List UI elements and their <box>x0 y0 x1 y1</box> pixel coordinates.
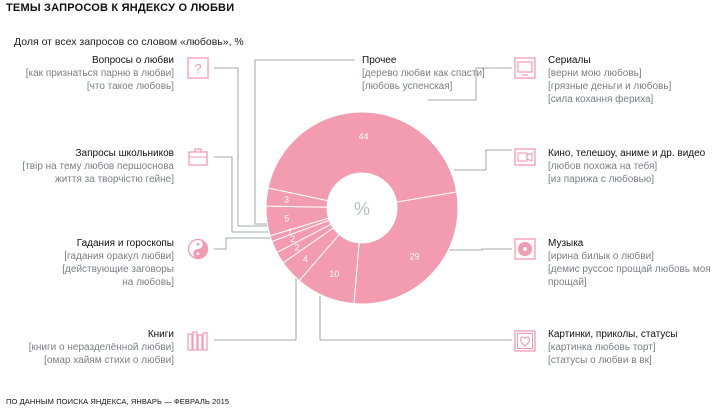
slice-value-label: 3 <box>284 194 289 204</box>
vinyl-icon <box>514 238 536 260</box>
category-books: Книги [книги о неразделённой любви] [ома… <box>29 328 174 367</box>
category-fortune: Гадания и гороскопы [гадания оракул любв… <box>62 237 174 289</box>
query-text: [ирина билык о любви] <box>548 251 654 262</box>
query-text: [действующие заговоры <box>62 264 174 275</box>
slice-value-label: 2 <box>290 234 295 244</box>
query-text: [дерево любви как спасти] <box>362 68 485 79</box>
query-text: [омар хайям стихи о любви] <box>44 355 174 366</box>
query-text: [верни мою любовь] <box>548 68 642 79</box>
tv-icon <box>514 57 536 79</box>
category-name: Картинки, приколы, статусы <box>548 329 678 340</box>
connector-line <box>214 156 300 233</box>
category-music: Музыка [ирина билык о любви] [демис русс… <box>548 237 711 289</box>
query-text: [из парижа с любовью] <box>548 174 655 185</box>
category-school: Запросы школьников [твір на тему любов п… <box>22 147 174 186</box>
connector-line <box>454 149 512 171</box>
category-name: Вопросы о любви <box>91 55 174 66</box>
slice-value-label: 44 <box>358 132 368 142</box>
query-text: прощай] <box>548 277 587 288</box>
category-name: Кино, телешоу, аниме и др. видео <box>548 148 706 159</box>
query-text: [твір на тему любов першоснова <box>22 161 174 172</box>
connector-line <box>444 248 512 251</box>
category-name: Книги <box>147 329 174 340</box>
query-text: [как признаться парню в любви] <box>25 68 174 79</box>
briefcase-icon <box>188 148 208 166</box>
slice-value-label: 10 <box>329 269 339 279</box>
query-text: [грязные деньги и любовь] <box>548 81 672 92</box>
connector-line <box>428 67 512 101</box>
chart-subtitle: Доля от всех запросов со словом «любовь»… <box>14 36 244 48</box>
query-text: життя за творчістю гейне] <box>55 174 174 185</box>
category-name: Сериалы <box>548 55 591 66</box>
footer-source: ПО ДАННЫМ ПОИСКА ЯНДЕКСА, ЯНВАРЬ — ФЕВРА… <box>6 397 230 406</box>
query-text: [гадания оракул любви] <box>64 251 174 262</box>
chart-title: ТЕМЫ ЗАПРОСОВ К ЯНДЕКСУ О ЛЮБВИ <box>6 2 235 14</box>
query-text: [картинка любовь торт] <box>548 342 656 353</box>
slice-value-label: 5 <box>284 213 289 223</box>
query-text: на любовь] <box>122 277 174 288</box>
query-text: [книги о неразделённой любви] <box>28 342 174 353</box>
connector-line <box>319 296 512 341</box>
connector-line <box>214 237 302 250</box>
category-name: Прочее <box>362 55 397 66</box>
heart-picture-icon <box>514 330 536 352</box>
donut-hole <box>327 173 397 243</box>
svg-text:?: ? <box>194 61 201 76</box>
yin-yang-icon <box>187 238 209 260</box>
donut-center-label: % <box>354 199 370 219</box>
books-icon <box>187 331 208 351</box>
slice-value-label: 29 <box>410 251 420 261</box>
query-text: [любовь успенская] <box>362 81 453 92</box>
query-text: [демис руссос прощай любовь моя <box>548 264 711 275</box>
category-name: Гадания и гороскопы <box>76 238 174 249</box>
slice-value-label: 1 <box>287 227 292 237</box>
connector-line <box>214 262 297 341</box>
category-other: Прочее [дерево любви как спасти] [любовь… <box>362 54 485 93</box>
slice-value-label: 4 <box>303 254 308 264</box>
category-pictures: Картинки, приколы, статусы [картинка люб… <box>548 328 677 367</box>
category-series: Сериалы [верни мою любовь] [грязные день… <box>548 54 671 106</box>
query-text: [что такое любовь] <box>86 81 174 92</box>
slice-value-label: 2 <box>294 242 299 252</box>
category-name: Музыка <box>548 238 584 249</box>
category-name: Запросы школьников <box>75 148 174 159</box>
query-text: [статусы о любви в вк] <box>548 355 652 366</box>
video-icon <box>514 148 536 166</box>
query-text: [любов похожа на тебя] <box>548 161 658 172</box>
query-text: [сила кохання фериха] <box>548 94 654 105</box>
question-icon: ? <box>187 57 209 79</box>
category-video: Кино, телешоу, аниме и др. видео [любов … <box>548 147 705 186</box>
category-questions: Вопросы о любви [как признаться парню в … <box>26 54 174 93</box>
